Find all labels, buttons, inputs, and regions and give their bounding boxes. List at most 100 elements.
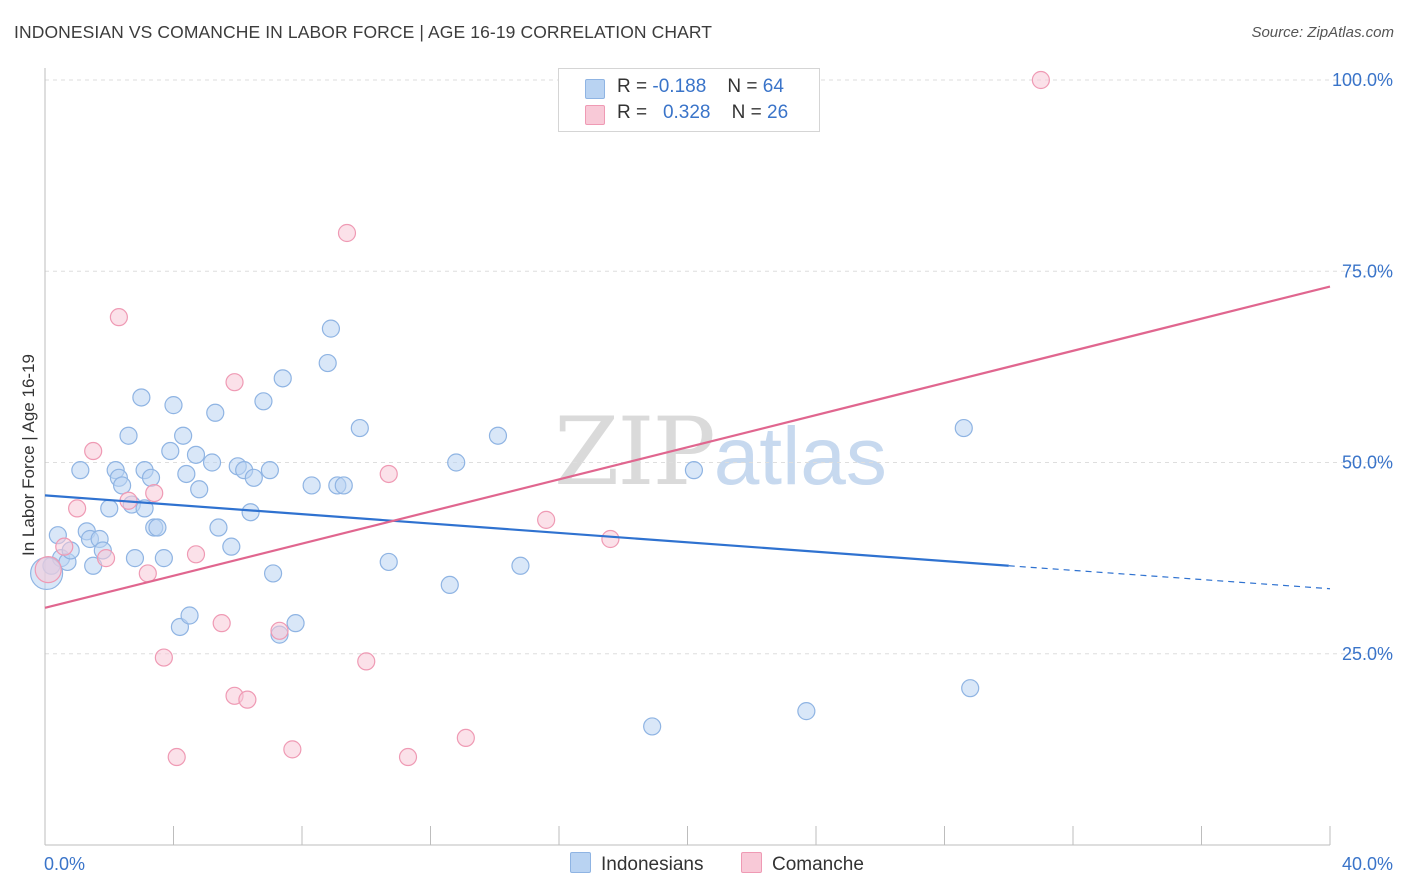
comanche-point xyxy=(1031,70,1050,90)
indonesians-point xyxy=(161,441,180,461)
comanche-point xyxy=(337,223,357,243)
comanche-point xyxy=(357,652,376,671)
comanche-point xyxy=(84,441,103,461)
comanche-point xyxy=(537,510,556,529)
x-tick-label: 40.0% xyxy=(1342,854,1393,874)
indonesians-point xyxy=(186,445,206,464)
r-value-comanche: 0.328 xyxy=(662,102,711,123)
y-axis-label: In Labor Force | Age 16-19 xyxy=(19,354,38,556)
indonesians-point xyxy=(206,403,225,422)
axes xyxy=(44,68,1330,846)
comanche-point xyxy=(398,747,418,767)
comanche-point xyxy=(225,373,244,392)
indonesians-point xyxy=(71,461,90,480)
indonesians-point xyxy=(244,468,263,487)
indonesians-point xyxy=(321,319,341,338)
y-tick-label: 100.0% xyxy=(1332,70,1393,90)
comanche-point xyxy=(154,648,173,667)
indonesians-points xyxy=(30,319,980,736)
legend-label-comanche: Comanche xyxy=(772,854,864,875)
trend-lines xyxy=(44,285,1331,609)
chart-title: INDONESIAN VS COMANCHE IN LABOR FORCE | … xyxy=(14,22,713,42)
n-label: N = xyxy=(731,102,762,123)
indonesians-point xyxy=(511,556,530,575)
comanche-point xyxy=(109,308,128,327)
y-tick-label: 50.0% xyxy=(1342,453,1393,473)
indonesians-point xyxy=(286,614,305,633)
indonesians-point xyxy=(177,464,196,484)
r-value-indonesians: -0.188 xyxy=(652,76,707,97)
indonesians-point xyxy=(334,476,353,495)
comanche-points xyxy=(34,70,1050,767)
legend-swatch-comanche xyxy=(741,852,762,873)
indonesians-point xyxy=(112,476,132,495)
indonesians-point xyxy=(684,461,704,480)
indonesians-point xyxy=(961,679,980,698)
indonesians-point xyxy=(222,537,241,556)
indonesians-point xyxy=(132,388,151,407)
comanche-point xyxy=(96,549,116,568)
legend-swatch-comanche xyxy=(585,105,605,125)
watermark-atlas: atlas xyxy=(713,411,887,502)
indonesians-point xyxy=(148,518,167,537)
indonesians-point xyxy=(202,453,222,472)
indonesians-point xyxy=(119,426,138,445)
x-tick-label: 0.0% xyxy=(44,854,85,874)
comanche-point xyxy=(138,564,157,583)
comanche-point xyxy=(601,529,620,549)
legend-swatch-indonesians xyxy=(570,852,591,873)
y-axis-tick-labels: 25.0% 50.0% 75.0% 100.0% xyxy=(1332,70,1393,664)
grid-lines xyxy=(45,79,1390,655)
n-value-indonesians: 64 xyxy=(762,76,784,97)
comanche-point xyxy=(238,690,257,709)
indonesians-point xyxy=(379,552,398,572)
comanche-point xyxy=(456,728,475,748)
indonesians-point xyxy=(263,564,283,583)
comanche-point xyxy=(34,555,62,584)
indonesians-trend-line xyxy=(44,494,1009,567)
legend-item-indonesians: Indonesians xyxy=(570,852,703,876)
indonesians-point xyxy=(164,396,183,415)
comanche-point xyxy=(270,621,289,640)
comanche-point xyxy=(186,545,206,564)
comanche-point xyxy=(68,499,87,518)
comanche-point xyxy=(283,740,302,759)
x-axis-ticks xyxy=(44,826,1331,845)
comanche-point xyxy=(379,464,398,484)
indonesians-point xyxy=(797,702,816,721)
indonesians-point xyxy=(241,503,260,522)
x-axis-tick-labels: 0.0% 40.0% xyxy=(44,854,1393,874)
indonesians-point xyxy=(954,418,973,438)
indonesians-point xyxy=(440,575,459,595)
indonesians-point xyxy=(318,353,337,373)
indonesians-point xyxy=(447,453,466,472)
legend-item-comanche: Comanche xyxy=(741,852,864,876)
indonesians-point xyxy=(209,518,228,537)
indonesians-point xyxy=(154,549,173,568)
indonesians-point xyxy=(180,606,199,625)
indonesians-point xyxy=(488,426,508,445)
comanche-trend-line xyxy=(44,285,1331,609)
comanche-point xyxy=(212,614,231,633)
indonesians-point xyxy=(643,717,662,736)
legend-swatch-indonesians xyxy=(585,79,605,99)
indonesians-point xyxy=(125,549,145,568)
n-value-comanche: 26 xyxy=(767,102,789,123)
zipatlas-watermark: ZIPatlas xyxy=(554,398,887,507)
indonesians-point xyxy=(260,461,279,480)
comanche-point xyxy=(55,537,74,556)
n-label: N = xyxy=(727,76,758,97)
indonesians-point xyxy=(190,480,209,499)
indonesians-point xyxy=(174,426,193,445)
indonesians-point xyxy=(350,418,369,438)
legend-label-indonesians: Indonesians xyxy=(601,854,704,875)
comanche-point xyxy=(167,747,186,767)
comanche-point xyxy=(145,484,164,503)
indonesians-point xyxy=(254,392,273,411)
indonesians-point xyxy=(135,499,154,518)
indonesians-point xyxy=(302,476,321,495)
indonesians-trend-extension xyxy=(1008,565,1331,590)
indonesians-point xyxy=(141,468,161,487)
watermark-zip: ZIP xyxy=(554,398,716,507)
